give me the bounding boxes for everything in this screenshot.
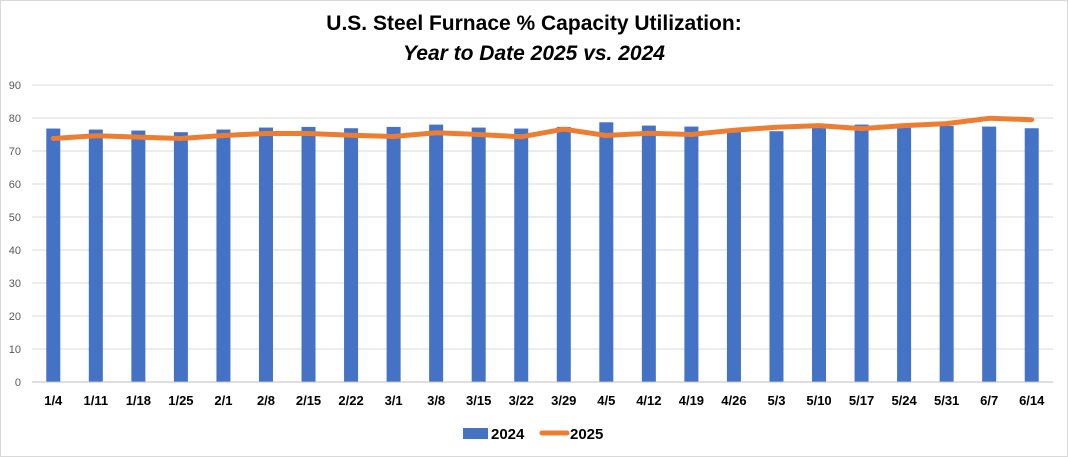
- x-tick-label: 5/17: [849, 393, 874, 408]
- x-tick-label: 3/8: [427, 393, 445, 408]
- bar-2024: [812, 127, 827, 383]
- bar-2024: [897, 127, 912, 382]
- x-tick-label: 2/15: [296, 393, 321, 408]
- x-tick-label: 1/25: [168, 393, 193, 408]
- line-2025: [50, 115, 1035, 141]
- y-tick-label: 0: [15, 377, 21, 389]
- gridlines: [32, 84, 1053, 350]
- y-tick-label: 10: [9, 344, 21, 356]
- x-tick-label: 4/12: [636, 393, 661, 408]
- x-tick-label: 5/3: [767, 393, 785, 408]
- x-tick-label: 6/14: [1019, 393, 1045, 408]
- bar-2024: [131, 130, 146, 382]
- bar-2024: [1024, 128, 1039, 382]
- x-tick-label: 3/15: [466, 393, 491, 408]
- x-tick-label: 2/1: [214, 393, 232, 408]
- bar-2024: [684, 126, 699, 382]
- y-tick-label: 40: [9, 245, 21, 257]
- bar-2024: [769, 131, 784, 382]
- legend: 2024 2025: [463, 426, 603, 443]
- bar-2024: [854, 124, 869, 382]
- y-tick-label: 90: [9, 80, 21, 92]
- x-tick-label: 3/1: [385, 393, 403, 408]
- chart-subtitle: Year to Date 2025 vs. 2024: [403, 42, 665, 65]
- bar-2024: [301, 126, 316, 382]
- bars-2024: [46, 122, 1039, 383]
- x-tick-label: 5/31: [934, 393, 959, 408]
- x-tick-label: 1/18: [126, 393, 151, 408]
- bar-2024: [258, 127, 273, 382]
- x-tick-label: 1/11: [84, 393, 109, 408]
- bar-2024: [88, 129, 103, 382]
- bar-2024: [216, 129, 231, 382]
- bar-2024: [726, 131, 741, 382]
- bar-2024: [599, 122, 614, 382]
- series-line-2025: [50, 115, 1035, 141]
- legend-label-2025: 2025: [570, 426, 603, 443]
- bar-2024: [471, 127, 486, 382]
- y-tick-label: 30: [9, 278, 21, 290]
- bar-2024: [514, 128, 529, 382]
- x-tick-label: 1/4: [44, 393, 63, 408]
- bar-2024: [641, 125, 656, 382]
- y-tick-label: 70: [9, 146, 21, 158]
- x-tick-label: 5/10: [806, 393, 831, 408]
- bar-2024: [556, 126, 571, 382]
- legend-swatch-2024: [463, 428, 488, 439]
- x-tick-label: 4/5: [597, 393, 615, 408]
- x-tick-label: 6/7: [980, 393, 998, 408]
- bar-2024: [982, 126, 997, 382]
- y-tick-label: 60: [9, 179, 21, 191]
- x-tick-label: 2/22: [338, 393, 363, 408]
- x-tick-label: 5/24: [891, 393, 917, 408]
- y-tick-label: 80: [9, 113, 21, 125]
- legend-label-2024: 2024: [491, 426, 525, 443]
- y-tick-label: 20: [9, 311, 21, 323]
- bar-2024: [429, 124, 444, 382]
- x-tick-label: 4/26: [721, 393, 746, 408]
- bar-2024: [46, 128, 61, 382]
- x-tick-label: 4/19: [679, 393, 704, 408]
- x-tick-label: 3/29: [551, 393, 576, 408]
- y-tick-label: 50: [9, 212, 21, 224]
- chart-title: U.S. Steel Furnace % Capacity Utilizatio…: [326, 12, 742, 35]
- x-tick-label: 3/22: [509, 393, 534, 408]
- bar-2024: [344, 128, 359, 382]
- y-axis-ticks: 0 10 20 30 40 50 60 70 80 90: [9, 80, 21, 389]
- bar-2024: [939, 125, 954, 383]
- x-axis-ticks: 1/4 1/11 1/18 1/25 2/1 2/8 2/15 2/22 3/1 3/8 3/15 3…: [44, 393, 1045, 408]
- bar-2024: [386, 126, 401, 382]
- bar-2024: [173, 132, 188, 382]
- x-tick-label: 2/8: [257, 393, 275, 408]
